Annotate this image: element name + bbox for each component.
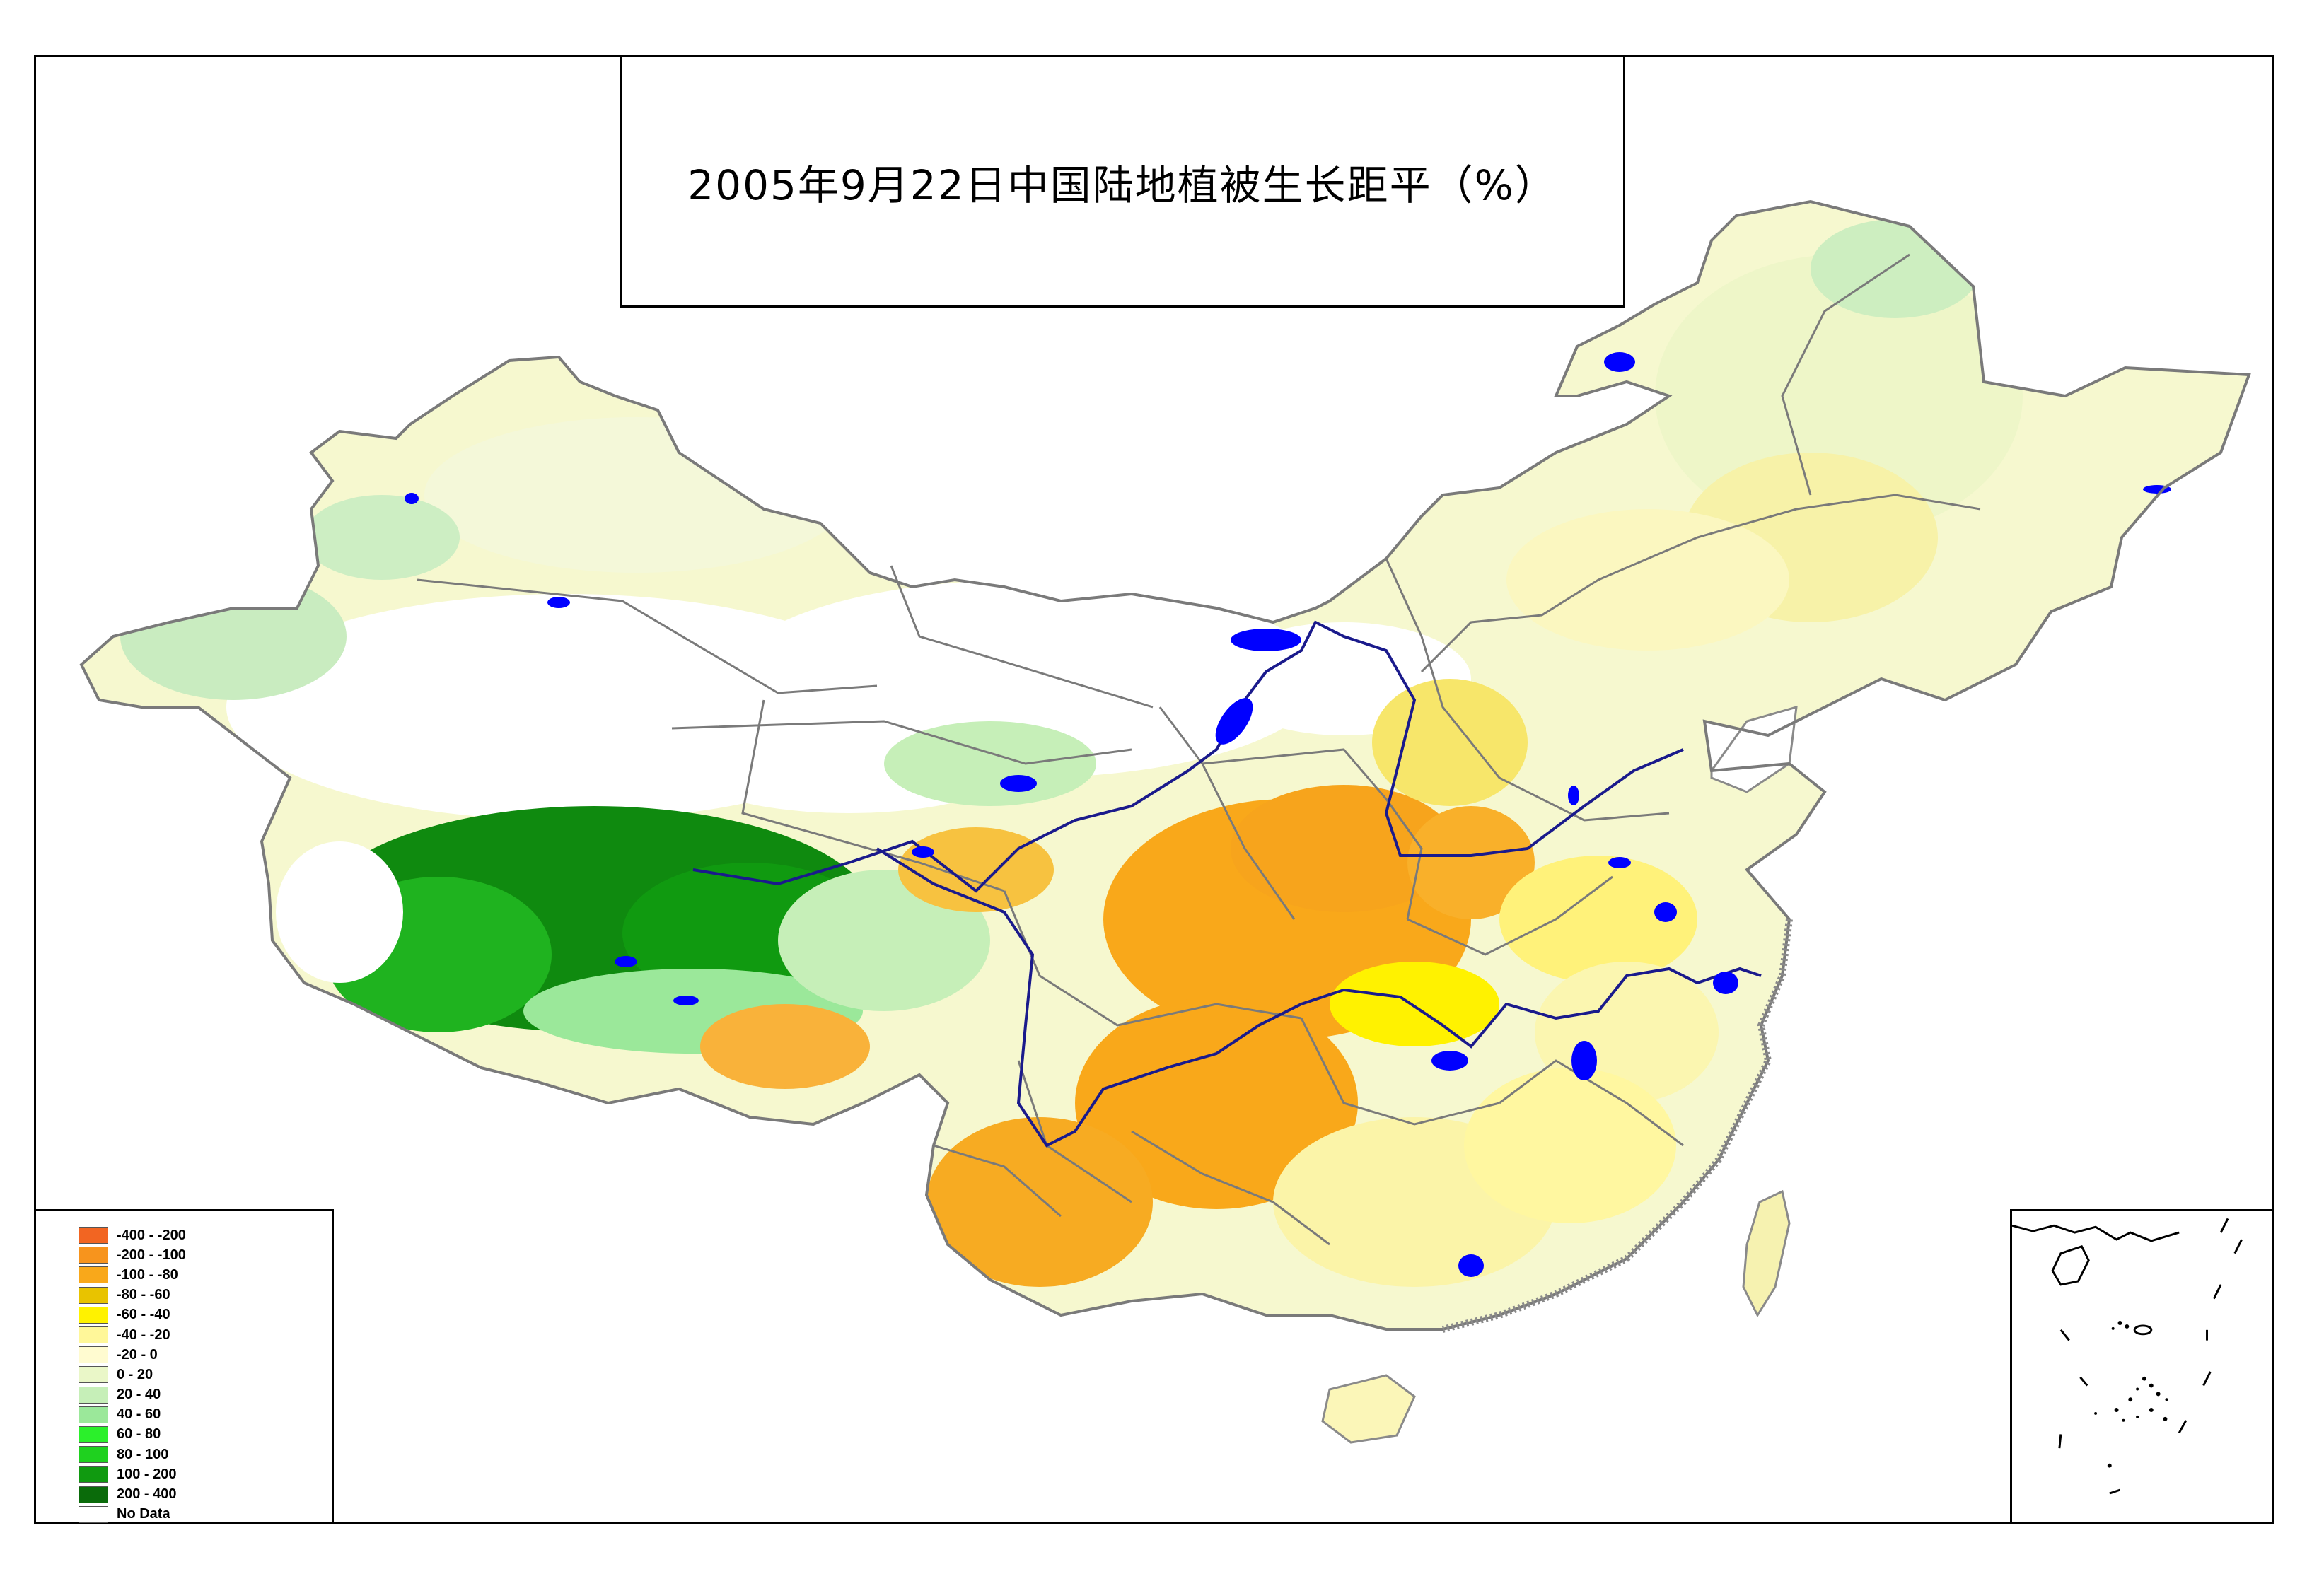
coastline-detail <box>1441 919 1793 1333</box>
legend-label: -20 - 0 <box>117 1346 158 1363</box>
legend-label: 80 - 100 <box>117 1446 169 1462</box>
lake-yamdrok <box>673 996 699 1005</box>
legend-items: -400 - -200 -200 - -100 -100 - -80 -80 - -6… <box>79 1225 332 1524</box>
legend-item: -40 - -20 <box>79 1325 332 1345</box>
lake-nansi <box>1608 857 1631 868</box>
legend-item: -80 - -60 <box>79 1285 332 1305</box>
legend-swatch <box>79 1306 108 1324</box>
map-title: 2005年9月22日中国陆地植被生长距平（%） <box>687 161 1557 209</box>
lake-wuliangsuhai <box>1231 629 1301 651</box>
lake-qinghai <box>1000 775 1037 792</box>
legend-swatch <box>79 1386 108 1404</box>
lake-hongze <box>1654 902 1677 922</box>
legend-swatch <box>79 1266 108 1284</box>
legend-swatch <box>79 1486 108 1503</box>
lake-north <box>1215 698 1253 745</box>
legend-swatch <box>79 1326 108 1344</box>
legend-item: -20 - 0 <box>79 1345 332 1365</box>
title-box: 2005年9月22日中国陆地植被生长距平（%） <box>620 55 1625 308</box>
lake-namco <box>615 956 637 967</box>
lake-dongting <box>1431 1051 1468 1071</box>
legend-swatch <box>79 1406 108 1423</box>
legend-label: -100 - -80 <box>117 1266 178 1283</box>
inset-map <box>2011 1218 2243 1495</box>
legend-label: -200 - -100 <box>117 1247 186 1263</box>
legend-swatch <box>79 1425 108 1443</box>
lake-baiyangdian <box>1568 786 1579 805</box>
legend-label: -80 - -60 <box>117 1287 170 1303</box>
legend-label: 0 - 20 <box>117 1366 153 1382</box>
legend-swatch <box>79 1466 108 1483</box>
lakes <box>405 352 2171 1277</box>
legend-swatch <box>79 1505 108 1523</box>
lake-ulungur <box>405 493 419 504</box>
legend-item: 20 - 40 <box>79 1385 332 1405</box>
legend: -400 - -200 -200 - -100 -100 - -80 -80 - -6… <box>34 1209 334 1524</box>
lake-tai <box>1713 972 1738 994</box>
legend-label: 200 - 400 <box>117 1486 177 1503</box>
legend-item: No Data <box>79 1505 332 1524</box>
lake-pearl-estuary <box>1458 1254 1484 1277</box>
legend-label: -40 - -20 <box>117 1326 170 1343</box>
taiwan-island <box>1742 1189 1791 1318</box>
legend-item: -60 - -40 <box>79 1305 332 1325</box>
legend-swatch <box>79 1346 108 1364</box>
legend-label: 100 - 200 <box>117 1466 177 1482</box>
legend-item: 60 - 80 <box>79 1425 332 1445</box>
legend-label: -400 - -200 <box>117 1227 186 1243</box>
lake-bosten <box>547 597 570 608</box>
hainan-island <box>1321 1374 1416 1444</box>
legend-item: -400 - -200 <box>79 1225 332 1245</box>
rivers <box>692 620 1762 1148</box>
legend-item: 40 - 60 <box>79 1405 332 1425</box>
mainland-outline <box>79 199 2251 1331</box>
south-china-sea-inset <box>2010 1209 2274 1524</box>
legend-item: 0 - 20 <box>79 1365 332 1384</box>
legend-swatch <box>79 1286 108 1304</box>
legend-swatch <box>79 1247 108 1264</box>
legend-label: 60 - 80 <box>117 1426 161 1442</box>
lake-hulun <box>1604 352 1635 372</box>
lake-poyang <box>1571 1041 1597 1080</box>
lake-gyaring <box>912 846 934 858</box>
legend-label: No Data <box>117 1506 170 1522</box>
legend-label: 20 - 40 <box>117 1387 161 1403</box>
legend-label: -60 - -40 <box>117 1307 170 1323</box>
legend-item: -100 - -80 <box>79 1265 332 1285</box>
legend-swatch <box>79 1366 108 1384</box>
legend-swatch <box>79 1227 108 1244</box>
legend-item: -200 - -100 <box>79 1245 332 1265</box>
legend-item: 100 - 200 <box>79 1464 332 1484</box>
legend-item: 200 - 400 <box>79 1484 332 1504</box>
legend-label: 40 - 60 <box>117 1406 161 1423</box>
legend-item: 80 - 100 <box>79 1445 332 1464</box>
legend-swatch <box>79 1446 108 1464</box>
